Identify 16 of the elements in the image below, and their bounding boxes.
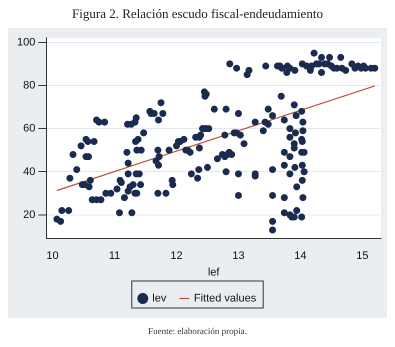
legend-label: lev [152, 292, 167, 305]
y-tick-label: 40 [23, 166, 36, 178]
y-tick-label: 100 [16, 36, 36, 48]
x-tick-label: 13 [232, 250, 245, 262]
y-tick-label: 20 [23, 208, 36, 221]
x-tick-label: 10 [46, 250, 59, 262]
x-tick-label: 11 [108, 250, 120, 262]
legend-label: Fitted values [194, 292, 257, 305]
source-note: Fuente: elaboración propia. [147, 326, 248, 336]
x-axis-title: lef [208, 266, 220, 278]
x-tick-label: 15 [356, 250, 369, 262]
y-tick-label: 80 [23, 79, 36, 92]
y-tick-label: 60 [23, 122, 36, 135]
x-tick-label: 14 [294, 250, 307, 262]
chart-title: Figura 2. Relación escudo fiscal-endeudamiento [71, 6, 324, 23]
x-tick-label: 12 [170, 250, 183, 262]
